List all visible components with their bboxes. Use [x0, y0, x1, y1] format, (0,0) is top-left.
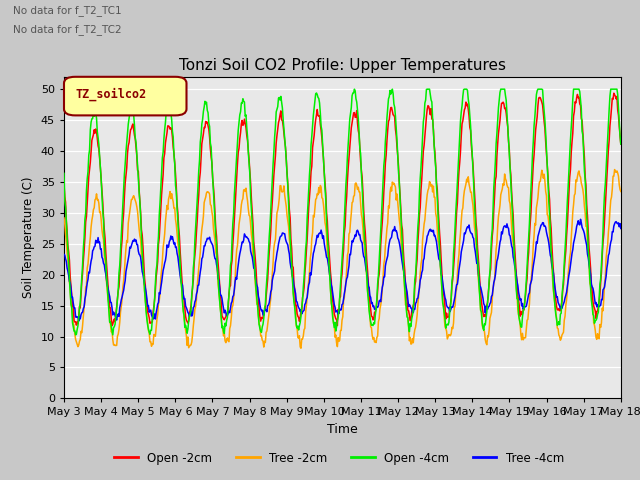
FancyBboxPatch shape: [64, 77, 186, 115]
Text: No data for f_T2_TC2: No data for f_T2_TC2: [13, 24, 122, 35]
Legend: Open -2cm, Tree -2cm, Open -4cm, Tree -4cm: Open -2cm, Tree -2cm, Open -4cm, Tree -4…: [109, 447, 569, 469]
X-axis label: Time: Time: [327, 423, 358, 436]
Text: No data for f_T2_TC1: No data for f_T2_TC1: [13, 5, 122, 16]
Title: Tonzi Soil CO2 Profile: Upper Temperatures: Tonzi Soil CO2 Profile: Upper Temperatur…: [179, 58, 506, 73]
Text: TZ_soilco2: TZ_soilco2: [75, 88, 147, 101]
Y-axis label: Soil Temperature (C): Soil Temperature (C): [22, 177, 35, 299]
